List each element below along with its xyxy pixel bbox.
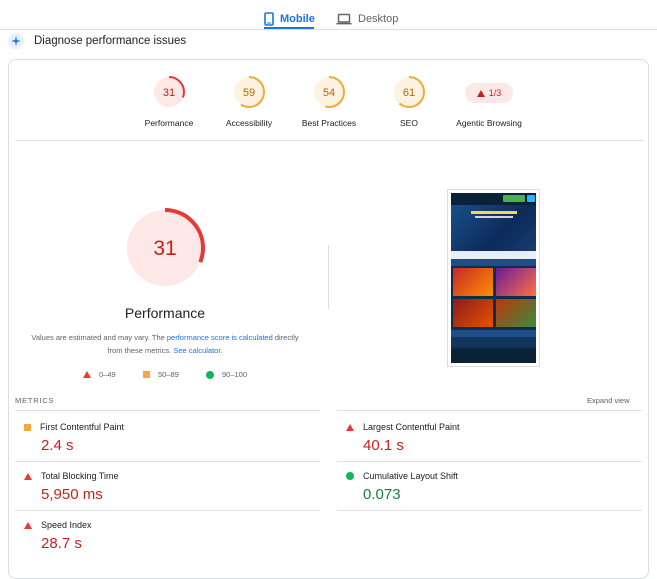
category-agentic-browsing[interactable]: 1/3 Agentic Browsing xyxy=(444,75,534,128)
agentic-browsing-badge: 1/3 xyxy=(465,83,513,103)
average-square-icon xyxy=(143,371,150,378)
performance-gauge: 31 xyxy=(153,76,185,108)
metric-cumulative-layout-shift: Cumulative Layout Shift 0.073 xyxy=(346,471,626,503)
fail-triangle-icon xyxy=(83,371,91,378)
metric-divider xyxy=(337,510,642,511)
tabs-divider xyxy=(0,29,657,30)
metric-total-blocking-time: Total Blocking Time 5,950 ms xyxy=(24,471,304,503)
sparkle-icon xyxy=(8,33,24,49)
metric-divider xyxy=(15,461,320,462)
accessibility-score: 59 xyxy=(243,87,255,99)
legend-fail: 0–49 xyxy=(83,370,116,379)
score-note: Values are estimated and may vary. The p… xyxy=(30,331,300,357)
vertical-divider xyxy=(328,245,329,309)
note-prefix: Values are estimated and may vary. The xyxy=(31,333,167,342)
calculator-link[interactable]: See calculator. xyxy=(173,346,223,355)
category-label: SEO xyxy=(400,118,418,128)
pass-circle-icon xyxy=(346,472,354,480)
metric-first-contentful-paint: First Contentful Paint 2.4 s xyxy=(24,422,304,454)
metric-name: Cumulative Layout Shift xyxy=(363,471,459,481)
tab-desktop-label: Desktop xyxy=(358,13,399,25)
legend-range: 0–49 xyxy=(99,370,116,379)
category-performance[interactable]: 31 Performance xyxy=(124,75,214,128)
active-tab-indicator xyxy=(264,27,314,29)
legend-average: 50–89 xyxy=(143,370,179,379)
performance-score-link[interactable]: performance score is calculated xyxy=(166,333,273,342)
metric-value: 2.4 s xyxy=(41,437,74,454)
page-screenshot-thumbnail xyxy=(447,189,540,367)
metrics-heading: METRICS xyxy=(15,396,55,405)
metric-value: 40.1 s xyxy=(363,437,404,454)
metric-speed-index: Speed Index 28.7 s xyxy=(24,520,304,552)
fail-triangle-icon xyxy=(476,89,485,97)
metric-value: 0.073 xyxy=(363,486,401,503)
fail-triangle-icon xyxy=(346,423,354,431)
legend-pass: 90–100 xyxy=(206,370,247,379)
legend-range: 90–100 xyxy=(222,370,248,379)
legend-range: 50–89 xyxy=(158,370,179,379)
metric-divider xyxy=(15,410,320,411)
metric-name: Total Blocking Time xyxy=(41,471,119,481)
category-seo[interactable]: 61 SEO xyxy=(364,75,454,128)
category-label: Accessibility xyxy=(225,118,273,128)
performance-score: 31 xyxy=(163,87,175,99)
main-performance-gauge: 31 xyxy=(125,208,205,288)
screenshot-image xyxy=(451,193,536,363)
metric-name: Speed Index xyxy=(41,520,92,530)
metric-name: First Contentful Paint xyxy=(40,422,125,432)
diagnose-header: Diagnose performance issues xyxy=(8,33,186,49)
metric-value: 28.7 s xyxy=(41,535,82,552)
metric-divider xyxy=(15,510,320,511)
category-accessibility[interactable]: 59 Accessibility xyxy=(204,75,294,128)
categories-divider xyxy=(15,140,643,141)
note-middle: directly from these metrics. xyxy=(107,333,299,355)
metric-largest-contentful-paint: Largest Contentful Paint 40.1 s xyxy=(346,422,626,454)
metric-divider xyxy=(337,461,642,462)
seo-gauge: 61 xyxy=(393,76,425,108)
metric-value: 5,950 ms xyxy=(41,486,103,503)
best-practices-score: 54 xyxy=(323,87,335,99)
pass-circle-icon xyxy=(206,370,214,379)
category-label: Best Practices xyxy=(301,118,357,128)
laptop-icon xyxy=(336,13,352,25)
fail-triangle-icon xyxy=(24,521,32,529)
expand-view-button[interactable]: Expand view xyxy=(587,396,630,405)
seo-score: 61 xyxy=(403,87,415,99)
tab-mobile-label: Mobile xyxy=(280,13,315,25)
average-square-icon xyxy=(24,423,31,431)
metric-name: Largest Contentful Paint xyxy=(363,422,460,432)
category-best-practices[interactable]: 54 Best Practices xyxy=(284,75,374,128)
metric-divider xyxy=(337,410,642,411)
accessibility-gauge: 59 xyxy=(233,76,265,108)
fail-triangle-icon xyxy=(24,472,32,480)
main-performance-score: 31 xyxy=(153,237,176,260)
category-label: Performance xyxy=(144,118,194,128)
smartphone-icon xyxy=(264,12,274,26)
category-label: Agentic Browsing xyxy=(456,118,522,128)
best-practices-gauge: 54 xyxy=(313,76,345,108)
tab-desktop[interactable]: Desktop xyxy=(336,6,398,32)
diagnose-title: Diagnose performance issues xyxy=(34,35,187,47)
main-gauge-label: Performance xyxy=(124,305,206,321)
agentic-browsing-score: 1/3 xyxy=(488,88,502,98)
tab-mobile[interactable]: Mobile xyxy=(264,6,315,32)
